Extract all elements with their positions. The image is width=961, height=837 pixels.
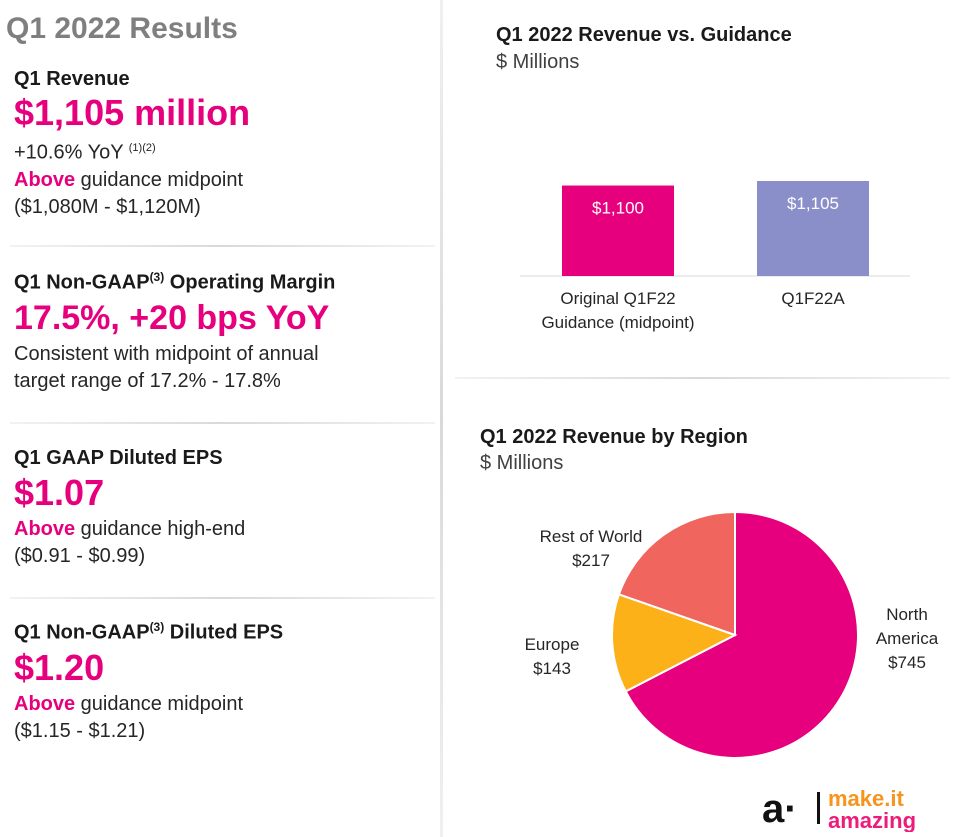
pie-chart-subtitle: $ Millions xyxy=(480,452,564,474)
bar-category-label: Original Q1F22 xyxy=(560,289,675,308)
metric-value: $1,105 million xyxy=(14,92,251,133)
metric-guidance: Above guidance midpoint xyxy=(14,692,244,715)
logo-mark: a· xyxy=(762,787,798,831)
logo-divider xyxy=(817,792,820,824)
bar-data-label: $1,105 xyxy=(787,194,839,213)
divider xyxy=(10,422,435,424)
pie-label: North xyxy=(886,605,928,624)
metrics-panel: Q1 Revenue $1,105 million +10.6% YoY (1)… xyxy=(0,0,440,837)
bar-0 xyxy=(562,185,674,276)
metric-value: $1.07 xyxy=(14,472,105,513)
company-logo: a· make.it amazing xyxy=(762,786,916,832)
metric-label: Q1 GAAP Diluted EPS xyxy=(14,447,223,469)
bar-category-label: Guidance (midpoint) xyxy=(541,313,694,332)
pie-slice-2 xyxy=(617,510,736,637)
metric-yoy: +10.6% YoY (1)(2) xyxy=(14,141,156,164)
pie-label: $143 xyxy=(533,659,571,678)
pie-label: America xyxy=(876,629,939,648)
metric-range: ($1,080M - $1,120M) xyxy=(14,195,201,218)
metric-note: target range of 17.2% - 17.8% xyxy=(14,369,281,392)
pie-label: $745 xyxy=(888,653,926,672)
pie-label: Europe xyxy=(525,635,580,654)
divider xyxy=(10,597,435,599)
pie-chart-title: Q1 2022 Revenue by Region xyxy=(480,426,748,448)
logo-line1: make.it xyxy=(828,786,904,811)
metric-range: ($1.15 - $1.21) xyxy=(14,719,146,742)
metric-nongaap-eps: Q1 Non-GAAP(3) Diluted EPS $1.20 Above g… xyxy=(14,620,434,745)
pie-slice-0 xyxy=(624,510,859,759)
divider xyxy=(10,245,435,247)
bar-chart-subtitle: $ Millions xyxy=(496,51,580,73)
metric-value: 17.5%, +20 bps YoY xyxy=(14,298,330,337)
bar-data-label: $1,100 xyxy=(592,199,644,218)
logo-line2: amazing xyxy=(828,808,916,832)
metric-revenue: Q1 Revenue $1,105 million +10.6% YoY (1)… xyxy=(14,68,434,221)
pie-chart: North America $745 Europe $143 Rest of World $… xyxy=(525,510,939,759)
metric-operating-margin: Q1 Non-GAAP(3) Operating Margin 17.5%, +… xyxy=(14,270,434,395)
page-title: Q1 2022 Results xyxy=(6,12,238,45)
chart-divider xyxy=(455,377,950,379)
pie-label: Rest of World xyxy=(540,527,643,546)
metric-note: Consistent with midpoint of annual xyxy=(14,342,319,365)
metric-gaap-eps: Q1 GAAP Diluted EPS $1.07 Above guidance… xyxy=(14,447,434,570)
bar-chart-title: Q1 2022 Revenue vs. Guidance xyxy=(496,24,792,46)
metric-label: Q1 Non-GAAP(3) Operating Margin xyxy=(14,270,336,294)
pie-label: $217 xyxy=(572,551,610,570)
metric-label: Q1 Non-GAAP(3) Diluted EPS xyxy=(14,620,284,644)
metric-value: $1.20 xyxy=(14,646,105,688)
metric-guidance: Above guidance midpoint xyxy=(14,168,244,191)
bar-category-label: Q1F22A xyxy=(781,289,845,308)
metric-guidance: Above guidance high-end xyxy=(14,518,246,540)
bar-chart: $1,100 Original Q1F22 Guidance (midpoint) $… xyxy=(520,181,910,332)
metric-range: ($0.91 - $0.99) xyxy=(14,545,146,567)
metric-label: Q1 Revenue xyxy=(14,68,130,90)
pie-slice-1 xyxy=(611,593,738,693)
bar-1 xyxy=(757,181,869,276)
vertical-divider xyxy=(440,0,443,837)
